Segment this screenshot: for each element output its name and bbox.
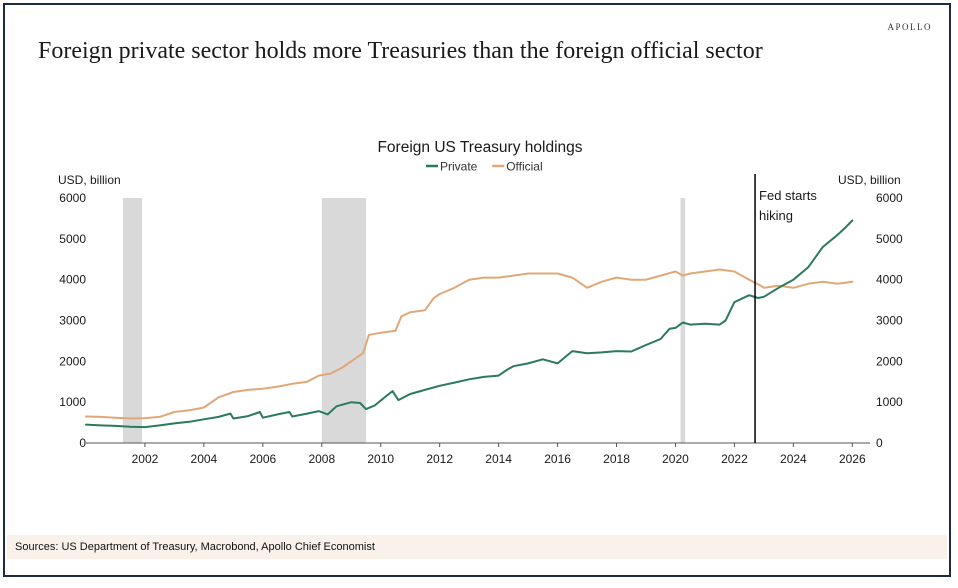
y-tick-label-left: 4000 — [59, 273, 86, 287]
x-tick-label: 2012 — [426, 452, 453, 466]
annotation-label: hiking — [759, 208, 793, 223]
x-tick-label: 2002 — [132, 452, 159, 466]
x-tick-label: 2014 — [485, 452, 512, 466]
y-tick-label-right: 4000 — [876, 273, 903, 287]
y-axis-label-left: USD, billion — [58, 173, 121, 187]
series-line-official — [85, 268, 854, 420]
legend-label-official: Official — [506, 160, 542, 174]
y-tick-label-left: 2000 — [59, 354, 86, 368]
brand-logo-text: APOLLO — [887, 22, 932, 32]
y-tick-label-right: 1000 — [876, 395, 903, 409]
recession-band-2 — [680, 198, 686, 443]
x-tick-label: 2016 — [544, 452, 571, 466]
y-tick-label-right: 0 — [876, 436, 883, 450]
y-tick-label-left: 1000 — [59, 395, 86, 409]
annotation: Fed starts hiking — [754, 174, 817, 443]
x-tick-label: 2024 — [780, 452, 807, 466]
y-tick-label-right: 3000 — [876, 314, 903, 328]
recession-band-1 — [321, 198, 366, 443]
y-tick-label-left: 0 — [79, 436, 86, 450]
legend: Private Official — [426, 160, 543, 174]
y-tick-label-right: 5000 — [876, 232, 903, 246]
sources-note: Sources: US Department of Treasury, Macr… — [7, 535, 947, 559]
page-title: Foreign private sector holds more Treasu… — [38, 38, 763, 64]
annotation-label: Fed starts — [759, 188, 817, 203]
series-lines — [85, 219, 854, 429]
chart-frame — [3, 3, 951, 577]
series-line-private — [85, 219, 854, 429]
y-tick-label-left: 6000 — [59, 191, 86, 205]
x-tick-label: 2026 — [839, 452, 866, 466]
x-tick-label: 2008 — [308, 452, 335, 466]
recession-band-0 — [122, 198, 142, 443]
x-tick-label: 2018 — [603, 452, 630, 466]
y-tick-label-right: 2000 — [876, 354, 903, 368]
axes: 0 0 1000 1000 2000 2000 3000 3000 4000 4000 5000 50… — [59, 191, 903, 466]
y-tick-label-left: 5000 — [59, 232, 86, 246]
x-tick-label: 2022 — [721, 452, 748, 466]
legend-label-private: Private — [440, 160, 478, 174]
x-tick-label: 2020 — [662, 452, 689, 466]
y-tick-label-right: 6000 — [876, 191, 903, 205]
x-tick-label: 2006 — [249, 452, 276, 466]
x-tick-label: 2010 — [367, 452, 394, 466]
y-tick-label-left: 3000 — [59, 314, 86, 328]
chart-title: Foreign US Treasury holdings — [377, 139, 582, 156]
x-tick-label: 2004 — [191, 452, 218, 466]
y-axis-label-right: USD, billion — [838, 173, 901, 187]
